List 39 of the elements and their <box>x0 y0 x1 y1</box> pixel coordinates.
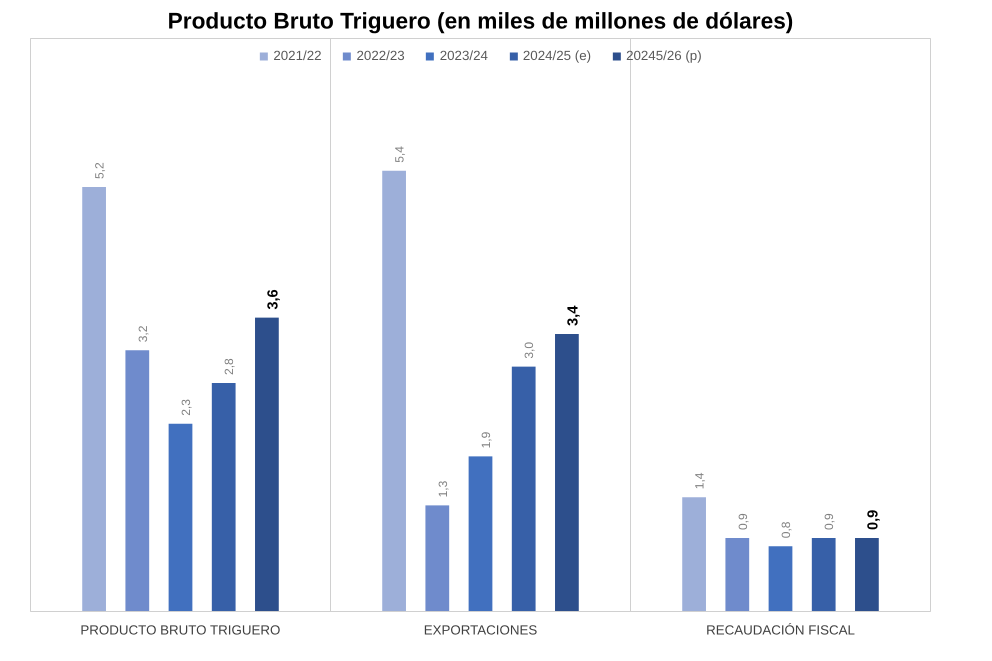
legend-label: 2021/22 <box>273 48 322 63</box>
data-label: 0,9 <box>822 513 836 530</box>
data-label: 5,2 <box>92 162 107 180</box>
data-label: 3,4 <box>565 304 582 326</box>
bar <box>468 456 492 612</box>
bar <box>212 382 236 612</box>
legend-label: 2024/25 (e) <box>522 48 592 63</box>
bar <box>168 424 192 612</box>
bar <box>555 334 579 612</box>
data-label: 1,9 <box>479 431 493 448</box>
bar <box>425 505 450 612</box>
bar <box>255 318 279 612</box>
legend-label: 20245/26 (p) <box>626 48 702 63</box>
data-label: 2,8 <box>222 358 236 375</box>
bar <box>812 538 836 612</box>
data-label: 3,2 <box>136 325 150 342</box>
data-label: 5,4 <box>392 146 407 163</box>
bar <box>125 350 150 612</box>
data-label: 0,9 <box>865 510 882 530</box>
bar <box>682 497 706 612</box>
data-label: 3,6 <box>265 289 282 310</box>
bar <box>725 538 750 612</box>
bar <box>382 170 406 612</box>
legend-label: 2022/23 <box>356 48 405 63</box>
data-label: 3,0 <box>522 342 536 359</box>
bar <box>82 187 106 612</box>
data-label: 2,3 <box>179 398 193 416</box>
data-label: 0,8 <box>779 521 793 538</box>
chart-title: Producto Bruto Triguero (en miles de millones de dólares) <box>168 8 794 34</box>
bar <box>768 546 792 612</box>
data-label: 1,3 <box>436 480 450 498</box>
data-label: 1,4 <box>692 472 707 490</box>
data-label: 0,9 <box>736 513 750 530</box>
bar <box>855 538 879 612</box>
legend-label: 2023/24 <box>440 48 488 63</box>
x-tick-label: PRODUCTO BRUTO TRIGUERO <box>80 622 280 638</box>
x-tick-label: EXPORTACIONES <box>424 622 538 638</box>
bar <box>512 366 536 612</box>
x-tick-label: RECAUDACIÓN FISCAL <box>706 622 855 638</box>
